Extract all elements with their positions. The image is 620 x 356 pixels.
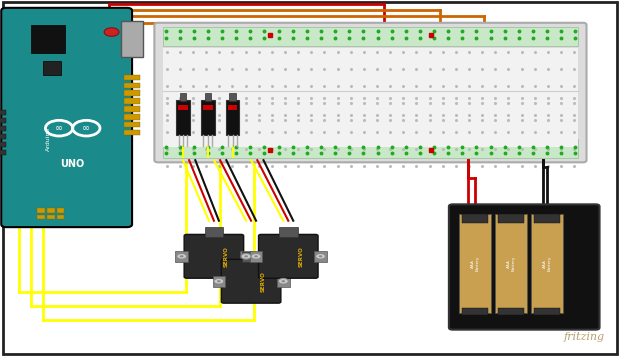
Bar — [531, 214, 563, 313]
Circle shape — [316, 253, 326, 259]
FancyBboxPatch shape — [449, 204, 600, 330]
Text: fritzing: fritzing — [564, 332, 604, 342]
Circle shape — [177, 253, 187, 259]
Text: SERVO: SERVO — [261, 271, 266, 292]
Bar — [277, 276, 290, 287]
Text: ∞: ∞ — [82, 123, 91, 133]
Bar — [495, 214, 527, 313]
Bar — [47, 208, 55, 213]
Bar — [37, 215, 45, 219]
FancyBboxPatch shape — [221, 259, 281, 303]
Circle shape — [278, 278, 288, 284]
Bar — [0, 118, 6, 123]
Text: SERVO: SERVO — [224, 246, 229, 267]
Circle shape — [281, 280, 285, 282]
FancyBboxPatch shape — [259, 234, 318, 278]
Text: Arduino: Arduino — [46, 127, 51, 151]
Bar — [176, 100, 190, 135]
Bar — [47, 215, 55, 219]
Bar — [163, 27, 578, 46]
Bar — [534, 308, 560, 315]
Bar — [462, 308, 488, 315]
Circle shape — [244, 255, 248, 257]
Bar — [124, 75, 140, 80]
Circle shape — [217, 280, 221, 282]
Text: AAA
Battery: AAA Battery — [471, 256, 479, 271]
Bar — [124, 83, 140, 88]
Bar — [0, 134, 6, 139]
Circle shape — [254, 255, 258, 257]
Bar — [57, 208, 64, 213]
Bar — [163, 48, 578, 99]
Circle shape — [214, 278, 224, 284]
Bar — [534, 214, 560, 222]
Bar — [124, 114, 140, 120]
Bar — [163, 95, 578, 147]
Bar — [279, 227, 298, 237]
Bar — [163, 139, 578, 158]
Bar — [37, 208, 45, 213]
Bar — [0, 142, 6, 147]
Bar — [43, 61, 61, 75]
FancyBboxPatch shape — [1, 8, 132, 227]
Bar — [203, 105, 213, 110]
Bar — [124, 98, 140, 104]
Bar — [31, 25, 65, 53]
Circle shape — [180, 255, 184, 257]
Text: ∞: ∞ — [55, 123, 63, 133]
Bar — [229, 93, 236, 101]
Text: AAA
Battery: AAA Battery — [507, 256, 515, 271]
Bar — [459, 214, 491, 313]
Bar — [175, 251, 188, 262]
FancyBboxPatch shape — [154, 23, 587, 162]
Bar — [0, 110, 6, 115]
Bar — [462, 214, 488, 222]
Bar — [124, 122, 140, 127]
Bar — [250, 251, 262, 262]
Bar — [57, 215, 64, 219]
Bar — [180, 93, 186, 101]
Bar — [205, 227, 223, 237]
Circle shape — [319, 255, 322, 257]
Bar — [498, 214, 524, 222]
Bar — [0, 150, 6, 155]
Bar — [124, 90, 140, 96]
Bar — [178, 105, 188, 110]
Text: AAA
Battery: AAA Battery — [542, 256, 551, 271]
Bar — [0, 126, 6, 131]
Text: UNO: UNO — [61, 159, 85, 169]
Text: SERVO: SERVO — [298, 246, 303, 267]
Bar — [228, 105, 237, 110]
Bar — [498, 308, 524, 315]
Circle shape — [241, 253, 251, 259]
Bar — [240, 251, 252, 262]
Bar — [314, 251, 327, 262]
Bar — [121, 21, 143, 57]
Bar — [226, 100, 239, 135]
Bar — [201, 100, 215, 135]
Bar — [205, 93, 211, 101]
Bar — [124, 106, 140, 112]
FancyBboxPatch shape — [184, 234, 244, 278]
Bar — [124, 130, 140, 135]
Bar — [213, 276, 225, 287]
Circle shape — [104, 28, 119, 36]
Circle shape — [251, 253, 261, 259]
Bar — [242, 252, 260, 262]
